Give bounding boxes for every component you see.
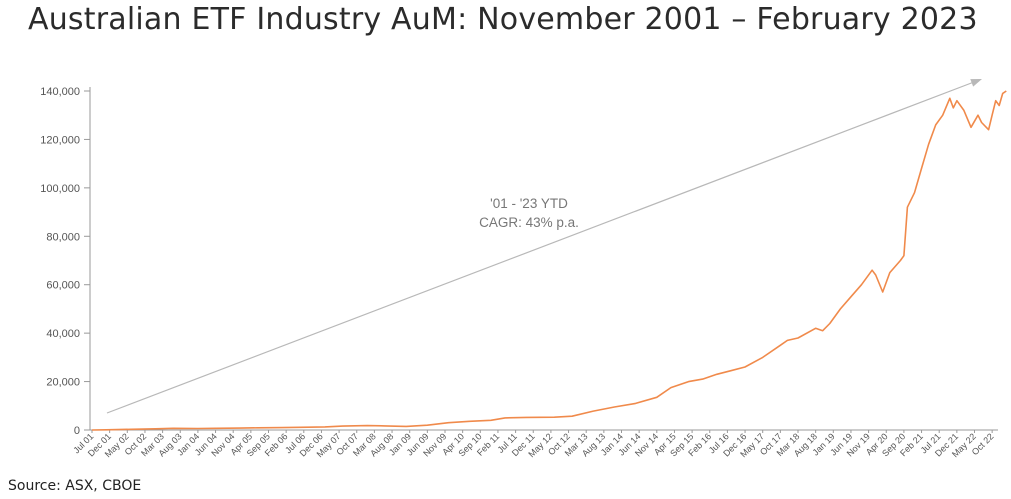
y-tick-label: 0 (74, 425, 80, 437)
annotation-line1: '01 - '23 YTD (490, 196, 568, 211)
chart-title: Australian ETF Industry AuM: November 20… (28, 2, 978, 37)
y-tick-label: 60,000 (46, 280, 80, 292)
series-line (91, 90, 1007, 431)
y-tick-label: 140,000 (40, 86, 80, 98)
y-tick-label: 100,000 (40, 183, 80, 195)
y-tick-label: 20,000 (46, 377, 80, 389)
cagr-arrow-line (106, 81, 975, 414)
cagr-arrow-head (970, 79, 982, 87)
series (91, 90, 1007, 431)
source-note: Source: ASX, CBOE (8, 478, 142, 494)
y-axis: 0 20,000 40,000 60,000 80,000 100,000 120,000 1… (40, 86, 91, 437)
y-tick-label: 120,000 (40, 134, 80, 146)
annotation-line2: CAGR: 43% p.a. (479, 215, 579, 230)
cagr-arrow (106, 79, 982, 414)
y-tick-label: 80,000 (46, 231, 80, 243)
y-tick-label: 40,000 (46, 328, 80, 340)
